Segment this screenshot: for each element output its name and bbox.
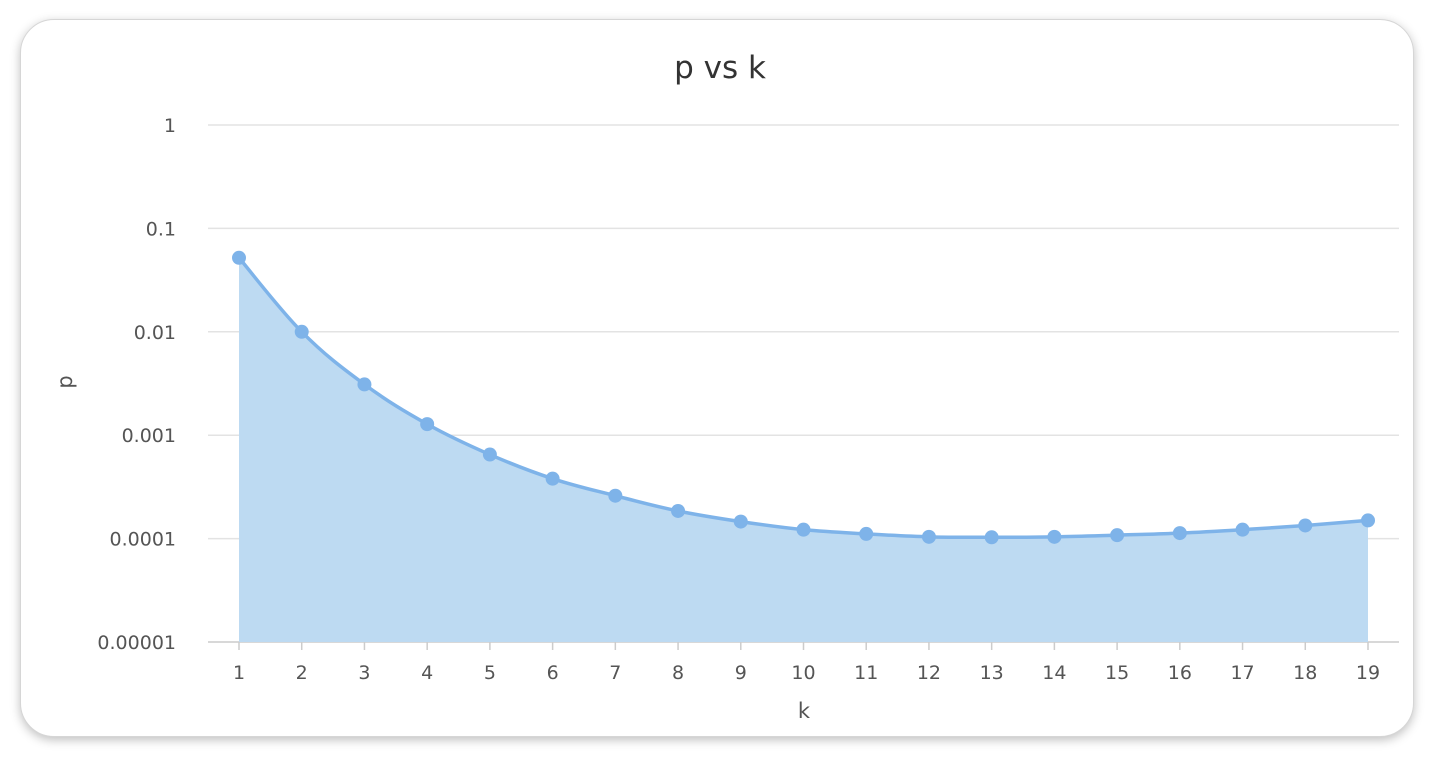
data-point xyxy=(1298,518,1313,533)
y-axis-label: p xyxy=(53,375,77,388)
data-point xyxy=(1235,522,1250,537)
data-point xyxy=(671,503,686,518)
data-point xyxy=(921,529,936,544)
x-tick-label: 16 xyxy=(1168,662,1192,684)
data-point xyxy=(796,522,811,537)
x-tick-label: 17 xyxy=(1230,662,1254,684)
y-tick-label: 0.01 xyxy=(134,322,176,344)
x-tick-label: 2 xyxy=(296,662,308,684)
x-tick-label: 1 xyxy=(233,662,245,684)
x-tick-labels: 1 2 3 4 5 6 7 8 9 10 11 12 13 14 15 16 17 18 19 xyxy=(233,642,1380,684)
data-point xyxy=(420,417,435,432)
x-tick-label: 13 xyxy=(980,662,1004,684)
data-point xyxy=(608,488,623,503)
x-tick-label: 4 xyxy=(421,662,433,684)
x-tick-label: 15 xyxy=(1105,662,1129,684)
x-tick-label: 6 xyxy=(547,662,559,684)
y-tick-label: 0.001 xyxy=(122,425,176,447)
chart-title: p vs k xyxy=(674,50,766,86)
data-point xyxy=(859,526,874,541)
marker-layer xyxy=(232,250,1375,545)
data-point xyxy=(545,471,560,486)
data-point xyxy=(1172,526,1187,541)
x-tick-label: 5 xyxy=(484,662,496,684)
y-tick-labels: 1 0.1 0.01 0.001 0.0001 0.00001 xyxy=(97,115,176,654)
x-axis-label: k xyxy=(798,699,811,723)
data-point xyxy=(733,514,748,529)
x-tick-label: 12 xyxy=(917,662,941,684)
area-layer xyxy=(237,256,1369,642)
data-point xyxy=(482,447,497,462)
x-tick-label: 11 xyxy=(854,662,878,684)
x-tick-label: 14 xyxy=(1042,662,1066,684)
x-tick-label: 7 xyxy=(609,662,621,684)
x-tick-label: 19 xyxy=(1356,662,1380,684)
x-tick-label: 10 xyxy=(791,662,815,684)
data-point xyxy=(984,530,999,545)
y-tick-label: 1 xyxy=(164,115,176,137)
data-point xyxy=(294,324,309,339)
data-point xyxy=(1047,529,1062,544)
y-tick-label: 0.1 xyxy=(146,218,176,240)
data-point xyxy=(1110,528,1125,543)
y-tick-label: 0.00001 xyxy=(97,632,176,654)
x-tick-label: 8 xyxy=(672,662,684,684)
area-fill xyxy=(239,257,1368,642)
data-point xyxy=(232,250,246,265)
x-tick-label: 18 xyxy=(1293,662,1317,684)
x-tick-label: 9 xyxy=(735,662,747,684)
data-point xyxy=(357,377,372,392)
x-tick-label: 3 xyxy=(358,662,370,684)
data-point xyxy=(1361,513,1375,528)
y-tick-label: 0.0001 xyxy=(110,529,176,551)
